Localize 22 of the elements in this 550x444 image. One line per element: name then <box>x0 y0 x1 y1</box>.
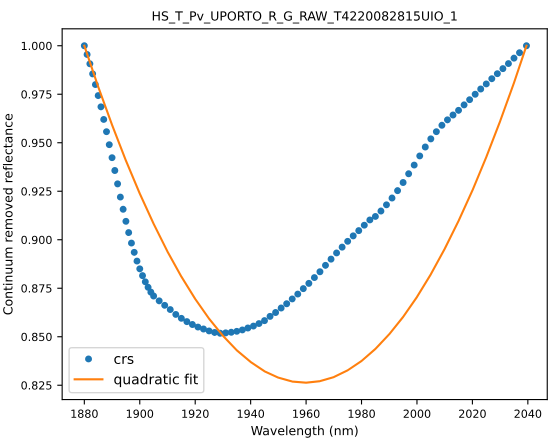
x-tick-label: 1980 <box>348 410 375 418</box>
legend-label: quadratic fit <box>114 374 198 388</box>
y-tick-label: 1.000 <box>22 42 52 50</box>
x-tick-label: 2000 <box>404 410 430 418</box>
x-tick-label: 1940 <box>238 410 264 418</box>
x-tick-label: 2020 <box>459 410 486 418</box>
chart-title: HS_T_Pv_UPORTO_R_G_RAW_T4220082815UIO_1 <box>152 11 457 24</box>
y-tick-label: 0.950 <box>21 138 52 148</box>
y-tick-label: 0.975 <box>21 90 52 99</box>
x-tick-label: 2040 <box>514 410 542 418</box>
y-tick-label: 0.850 <box>21 332 52 342</box>
y-tick-label: 0.825 <box>21 381 52 390</box>
y-tick-label: 0.900 <box>21 236 52 244</box>
y-tick-label: 0.925 <box>21 187 52 196</box>
x-axis-title: Wavelength (nm) <box>251 426 358 438</box>
x-tick-label: 1880 <box>71 410 98 418</box>
y-tick-label: 0.875 <box>21 284 52 293</box>
legend-label: crs <box>114 356 134 364</box>
x-tick-label: 1920 <box>182 410 209 418</box>
y-axis-title: Continuum removed reflectance <box>2 114 13 315</box>
x-tick-label: 1900 <box>126 410 154 418</box>
x-tick-label: 1960 <box>293 410 320 418</box>
